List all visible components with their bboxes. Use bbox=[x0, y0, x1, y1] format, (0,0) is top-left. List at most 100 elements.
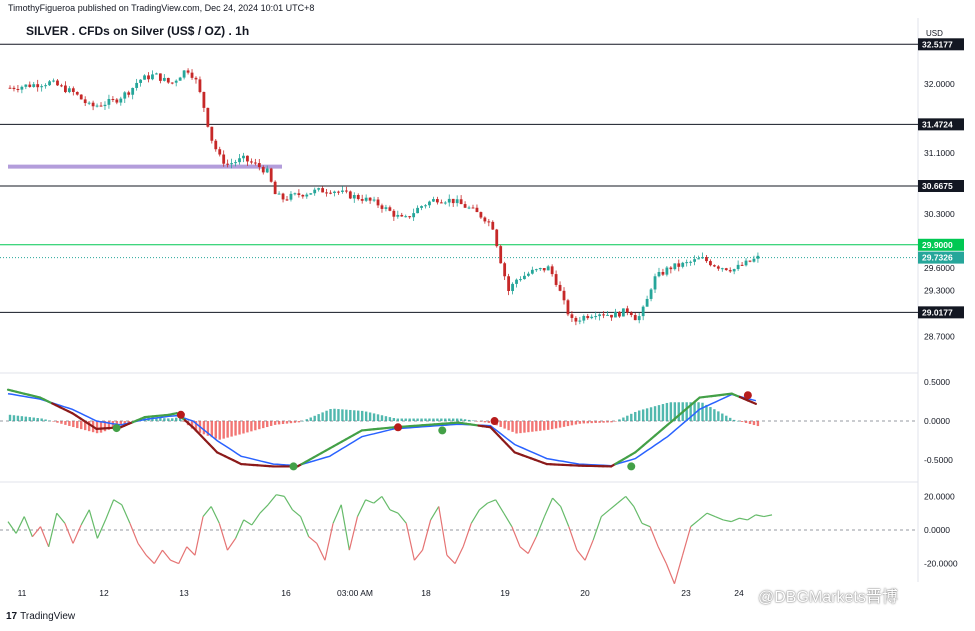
candle-body bbox=[131, 87, 135, 95]
macd-histogram-bar bbox=[566, 421, 570, 427]
macd-histogram-bar bbox=[293, 421, 297, 423]
level-label-1: 31.4724 bbox=[922, 119, 953, 129]
macd-histogram-bar bbox=[376, 414, 380, 422]
osc-line-segment bbox=[600, 509, 610, 518]
macd-histogram-bar bbox=[345, 409, 348, 422]
osc-line-segment bbox=[39, 526, 50, 548]
osc-line-segment bbox=[389, 509, 399, 514]
osc-line-segment bbox=[682, 526, 692, 556]
currency-label[interactable]: USD bbox=[926, 29, 943, 38]
candle-body bbox=[194, 77, 198, 80]
osc-line-segment bbox=[56, 512, 66, 524]
macd-histogram-bar bbox=[289, 421, 293, 424]
candle-body bbox=[511, 283, 514, 292]
candle-body bbox=[372, 199, 376, 201]
macd-histogram-bar bbox=[60, 421, 63, 424]
tradingview-brand[interactable]: 17 TradingView bbox=[6, 611, 75, 622]
macd-histogram-bar bbox=[507, 421, 510, 431]
candle-body bbox=[24, 84, 28, 87]
osc-axis-tick-1: 0.0000 bbox=[924, 525, 950, 535]
macd-histogram-bar bbox=[705, 404, 708, 422]
osc-line-segment bbox=[218, 523, 229, 551]
candle-body bbox=[661, 272, 665, 275]
osc-line-segment bbox=[145, 554, 155, 565]
macd-histogram-bar bbox=[266, 421, 269, 428]
macd-histogram-bar bbox=[111, 421, 115, 429]
osc-line-segment bbox=[153, 549, 163, 564]
candle-body bbox=[182, 70, 186, 78]
candle-body bbox=[689, 261, 693, 263]
symbol-title[interactable]: SILVER . CFDs on Silver (US$ / OZ) . 1h bbox=[26, 24, 250, 38]
candle-body bbox=[265, 168, 269, 173]
osc-line-segment bbox=[430, 506, 440, 521]
macd-histogram-bar bbox=[99, 421, 103, 433]
candle-body bbox=[582, 315, 586, 321]
candle-body bbox=[348, 191, 352, 199]
osc-line-segment bbox=[292, 509, 301, 518]
macd-histogram-bar bbox=[744, 421, 748, 423]
candle-body bbox=[669, 267, 673, 270]
osc-line-segment bbox=[259, 504, 269, 514]
osc-line-segment bbox=[641, 522, 651, 528]
macd-histogram-bar bbox=[717, 411, 720, 422]
macd-histogram-bar bbox=[277, 421, 281, 425]
macd-histogram-bar bbox=[40, 418, 43, 422]
macd-histogram-bar bbox=[242, 421, 245, 434]
osc-line-segment bbox=[454, 546, 464, 564]
macd-histogram-bar bbox=[36, 418, 39, 422]
osc-line-segment bbox=[324, 523, 334, 561]
candle-body bbox=[701, 257, 704, 259]
macd-histogram-bar bbox=[325, 410, 328, 422]
macd-cross-marker bbox=[490, 417, 499, 426]
candle-body bbox=[463, 204, 467, 208]
macd-histogram-bar bbox=[574, 421, 578, 425]
macd-cross-marker bbox=[438, 426, 447, 435]
osc-line-segment bbox=[72, 524, 82, 544]
macd-histogram-bar bbox=[258, 421, 261, 430]
candle-body bbox=[495, 229, 499, 247]
candle-body bbox=[610, 314, 613, 318]
macd-cross-marker bbox=[627, 462, 636, 471]
macd-histogram-bar bbox=[459, 418, 463, 422]
macd-histogram-bar bbox=[527, 421, 530, 433]
candle-body bbox=[344, 190, 348, 192]
osc-line-segment bbox=[690, 519, 700, 528]
macd-histogram-bar bbox=[44, 419, 47, 422]
macd-histogram-bar bbox=[499, 421, 502, 427]
macd-histogram-bar bbox=[178, 418, 182, 422]
candle-body bbox=[598, 314, 602, 317]
macd-histogram-bar bbox=[709, 407, 712, 422]
candle-body bbox=[285, 199, 289, 201]
osc-line-segment bbox=[731, 517, 740, 523]
candle-body bbox=[337, 191, 340, 193]
macd-histogram-bar bbox=[281, 421, 285, 425]
macd-histogram-bar bbox=[321, 412, 324, 422]
candle-body bbox=[127, 92, 131, 95]
candle-body bbox=[218, 149, 222, 155]
candle-body bbox=[586, 315, 590, 319]
candle-body bbox=[693, 259, 697, 262]
macd-histogram-bar bbox=[582, 421, 585, 424]
candle-body bbox=[139, 79, 142, 83]
macd-histogram-bar bbox=[80, 421, 83, 430]
candle-body bbox=[226, 163, 230, 165]
osc-line-segment bbox=[137, 543, 147, 556]
macd-histogram-bar bbox=[736, 420, 740, 422]
osc-line-segment bbox=[446, 554, 456, 565]
macd-histogram-bar bbox=[206, 421, 210, 436]
candle-body bbox=[87, 102, 91, 104]
candle-body bbox=[594, 316, 598, 318]
candle-body bbox=[519, 279, 522, 281]
candle-body bbox=[257, 163, 261, 168]
candle-body bbox=[400, 214, 404, 217]
candle-body bbox=[309, 193, 313, 195]
candle-body bbox=[558, 284, 562, 291]
candle-body bbox=[12, 87, 16, 90]
macd-histogram-bar bbox=[428, 418, 431, 422]
macd-histogram-bar bbox=[254, 421, 257, 431]
osc-line-segment bbox=[170, 559, 179, 565]
osc-line-segment bbox=[276, 494, 285, 497]
macd-histogram-bar bbox=[452, 418, 455, 422]
macd-histogram-bar bbox=[614, 421, 617, 422]
